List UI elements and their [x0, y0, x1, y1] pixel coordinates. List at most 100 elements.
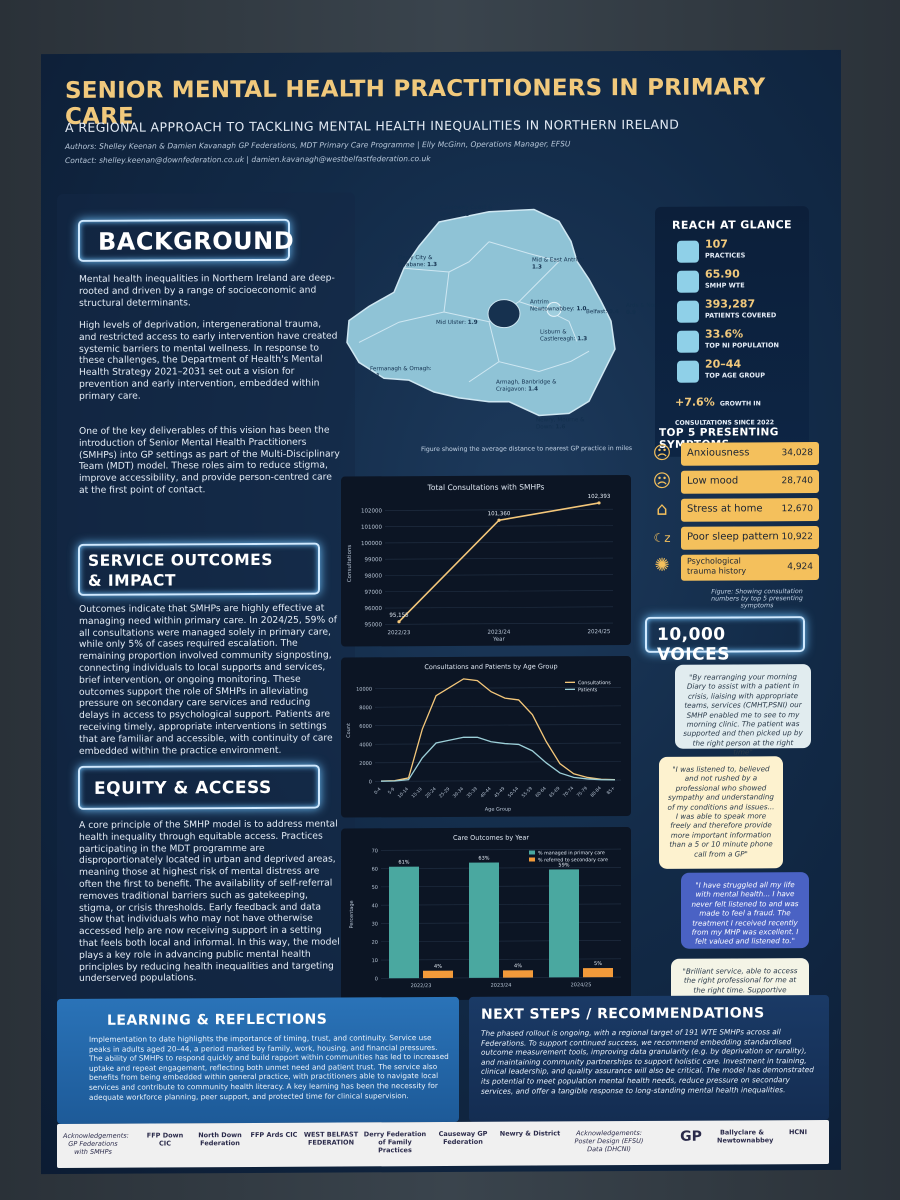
sleep-icon: ☾z	[653, 530, 671, 545]
poster-authors: Authors: Shelley Keenan & Damien Kavanag…	[65, 139, 571, 151]
x-tick-label: 65-69	[548, 785, 561, 798]
x-tick-label: 85+	[606, 785, 617, 796]
quote-1: "By rearranging your morning Diary to as…	[675, 664, 811, 757]
y-axis-label: Count	[346, 723, 352, 738]
equity-text: A core principle of the SMHP model is to…	[79, 818, 340, 985]
sad-face-icon: ☹	[652, 470, 672, 492]
logo-strip: Acknowledgements: GP Federations with SM…	[57, 1119, 829, 1169]
y-tick-label: 99000	[365, 557, 383, 563]
brain-icon: ✺	[654, 554, 670, 576]
symptom-item: Poor sleep pattern 10,922	[681, 526, 819, 550]
age-group-chart: Consultations and Patients by Age Group 0…	[346, 662, 621, 813]
chart-title: Total Consultations with SMHPs	[427, 482, 545, 492]
reach-item-age: 20–44 TOP AGE GROUP	[677, 357, 807, 383]
person-icon	[677, 270, 699, 293]
learning-heading: LEARNING & REFLECTIONS	[107, 1011, 328, 1029]
gridline	[375, 724, 621, 727]
region-distance: 1.9	[467, 319, 478, 326]
x-tick-label: 15-19	[410, 786, 423, 799]
background-paragraph-3: One of the key deliverables of this visi…	[79, 424, 340, 496]
y-tick-label: 4000	[359, 742, 372, 748]
symptom-item: Stress at home 12,670	[681, 498, 819, 522]
reach-label: TOP NI POPULATION	[705, 341, 779, 350]
x-tick-label: 2023/24	[491, 983, 512, 989]
bar-label: 5%	[594, 961, 602, 967]
region-distance: 0.9	[626, 309, 636, 316]
gridline	[375, 779, 621, 782]
x-tick-label: 30-34	[452, 786, 465, 799]
x-tick-label: 75-79	[576, 785, 589, 798]
ni-map-outline	[346, 208, 616, 417]
service-outcomes-text: Outcomes indicate that SMHPs are highly …	[79, 602, 337, 757]
region-distance: 1.0	[576, 305, 587, 312]
lough-neagh	[487, 299, 521, 329]
region-name: Mid & East Antrim:	[532, 257, 585, 264]
house-icon	[677, 240, 699, 263]
symptom-label: Anxiousness	[687, 447, 750, 459]
reach-value: 393,287	[705, 297, 756, 311]
worried-face-icon: ☹	[652, 442, 672, 464]
region-name: Belfast:	[586, 309, 610, 316]
gridline	[385, 541, 613, 544]
gridline	[381, 940, 621, 943]
gridline	[381, 867, 621, 869]
gridline	[385, 557, 613, 560]
map-region-label: Antrim Newtownabbey: 1.0	[530, 299, 592, 313]
next-steps-text: The phased rollout is ongoing, with a re…	[481, 1027, 814, 1096]
reach-label: PRACTICES	[705, 251, 746, 260]
y-tick-label: 100000	[361, 541, 382, 547]
logo-north-down: North Down Federation	[198, 1131, 242, 1148]
logo-ballyclare: Ballyclare & Newtownabbey	[717, 1128, 774, 1145]
legend-label: Patients	[578, 687, 598, 693]
symptom-value: 10,922	[781, 532, 814, 543]
map-region-label: Mid Ulster: 1.9	[436, 320, 498, 327]
reach-growth: +7.6% GROWTH IN CONSULTATIONS SINCE 2022	[675, 390, 805, 429]
y-tick-label: 10000	[356, 687, 372, 693]
service-outcomes-heading-line2: & IMPACT	[88, 571, 176, 590]
acknowledgement-2: Acknowledgements: Poster Design (EFSU) D…	[574, 1128, 644, 1154]
reach-panel: REACH AT GLANCE 107 PRACTICES 65.90 SMHP…	[655, 206, 809, 457]
reach-item-patients: 393,287 PATIENTS COVERED	[677, 297, 807, 323]
region-distance: 3.1	[370, 372, 380, 379]
region-name: Armagh, Banbridge & Craigavon:	[496, 379, 557, 393]
region-name: Mid Ulster:	[436, 319, 468, 327]
poster-contact: Contact: shelley.keenan@downfederation.c…	[65, 154, 431, 165]
map-region-label: Newry, Mourne & Down: 1.6	[536, 417, 598, 431]
gridline	[385, 606, 613, 609]
y-tick-label: 6000	[359, 724, 372, 730]
logo-derry: Derry Federation of Family Practices	[363, 1130, 427, 1155]
x-tick-label: 45-49	[493, 786, 506, 799]
data-label: 95,155	[389, 613, 409, 619]
x-tick-label: 5-9	[387, 786, 396, 795]
y-tick-label: 95000	[365, 622, 383, 628]
logo-ffp-down: FFP Down CIC	[146, 1131, 184, 1148]
map-region-label: Fermanagh & Omagh: 3.1	[370, 366, 432, 380]
age-group-chart-panel: Consultations and Patients by Age Group 0…	[341, 656, 631, 818]
symptom-label: Psychological trauma history	[687, 556, 747, 576]
symptom-value: 12,670	[781, 504, 814, 515]
bar-secondary-care	[423, 970, 453, 979]
data-point	[497, 518, 501, 522]
legend-swatch	[529, 850, 535, 855]
gridline	[381, 921, 621, 924]
total-consultations-chart: Total Consultations with SMHPs 95000 96000…	[347, 482, 613, 643]
map-region-label: Lisburn & Castlereagh: 1.3	[540, 329, 602, 343]
symptoms-caption: Figure: Showing consultation numbers by …	[711, 588, 803, 610]
logo-ffp-ards: FFP Ards CIC	[250, 1130, 298, 1139]
growth-value: +7.6%	[675, 395, 715, 409]
symptom-label: Stress at home	[687, 503, 763, 515]
poster-subtitle: A REGIONAL APPROACH TO TACKLING MENTAL H…	[65, 116, 680, 135]
total-consultations-chart-panel: Total Consultations with SMHPs 95000 96000…	[341, 475, 631, 647]
legend-label: % managed in primary care	[538, 850, 605, 856]
group-icon	[677, 300, 699, 323]
service-outcomes-heading: SERVICE OUTCOMES & IMPACT	[78, 542, 320, 596]
y-tick-label: 8000	[359, 705, 372, 711]
y-tick-label: 10	[372, 958, 378, 964]
x-tick-label: 2024/25	[571, 982, 592, 988]
y-axis-label: Percentage	[349, 900, 355, 928]
symptom-value: 34,028	[781, 448, 814, 459]
next-steps-panel: NEXT STEPS / RECOMMENDATIONS The phased …	[469, 994, 829, 1122]
x-tick-label: 40-44	[479, 786, 492, 799]
y-tick-label: 0	[369, 779, 372, 785]
logo-gp: GP	[680, 1128, 702, 1145]
